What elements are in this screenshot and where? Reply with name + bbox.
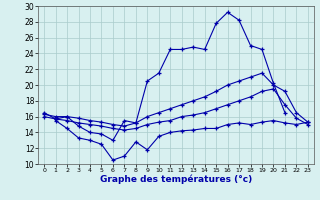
X-axis label: Graphe des températures (°c): Graphe des températures (°c) [100, 175, 252, 184]
